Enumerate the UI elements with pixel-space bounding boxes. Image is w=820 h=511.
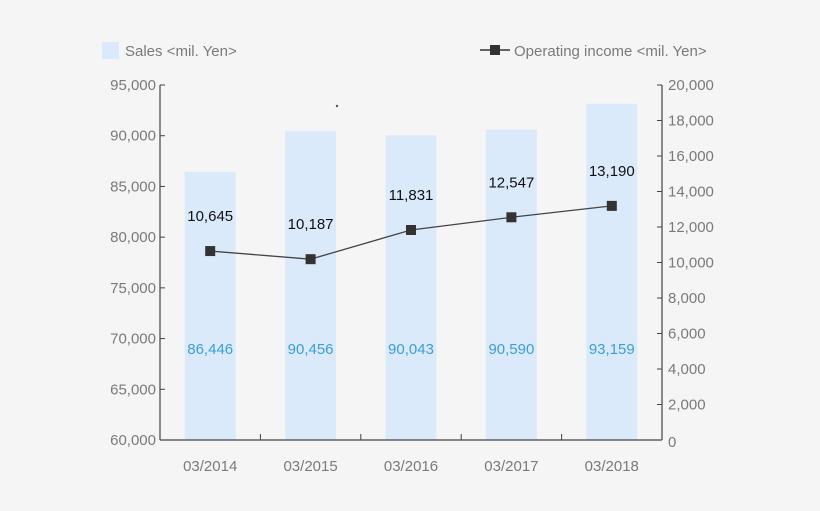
income-marker-icon: [406, 224, 416, 235]
income-marker-icon: [305, 254, 316, 265]
left-axis-tick-label: 75,000: [110, 280, 156, 297]
sales-bar: [184, 171, 236, 440]
right-axis-tick-label: 2,000: [668, 397, 706, 414]
sales-legend-label: Sales <mil. Yen>: [125, 43, 237, 60]
sales-bars: 86,446 90,456 90,043 90,590 93,159: [184, 103, 638, 441]
sales-value-label: 86,446: [187, 341, 233, 358]
stray-dot: [335, 104, 339, 108]
income-marker-icon: [205, 246, 216, 257]
right-axis-tick-label: 20,000: [668, 77, 714, 94]
income-marker-icon: [606, 200, 617, 211]
x-axis-category-label: 03/2014: [183, 458, 237, 475]
right-axis-tick-label: 4,000: [668, 361, 706, 378]
x-axis-category-label: 03/2015: [283, 458, 337, 475]
sales-bar: [586, 103, 638, 440]
left-axis-tick-label: 60,000: [110, 432, 156, 449]
income-value-label: 10,187: [288, 216, 334, 233]
left-axis-tick-label: 70,000: [110, 331, 156, 348]
left-axis-tick-label: 80,000: [110, 229, 156, 246]
income-line: 10,645 10,187 11,831 12,547 13,190: [187, 163, 635, 265]
left-axis-tick-label: 65,000: [110, 381, 156, 398]
income-value-label: 12,547: [488, 174, 534, 191]
sales-value-label: 93,159: [589, 341, 635, 358]
sales-value-label: 90,590: [488, 341, 534, 358]
right-axis-tick-label: 18,000: [668, 113, 714, 130]
right-axis-tick-label: 14,000: [668, 184, 714, 201]
x-axis-category-label: 03/2017: [484, 458, 538, 475]
sales-value-label: 90,043: [388, 341, 434, 358]
income-legend-marker-icon: [490, 45, 500, 55]
left-axis-tick-label: 90,000: [110, 128, 156, 145]
x-axis-category-label: 03/2018: [585, 458, 639, 475]
income-value-label: 13,190: [589, 163, 635, 180]
legend: Sales <mil. Yen> Operating income <mil. …: [102, 42, 707, 60]
right-axis-tick-label: 0: [668, 434, 676, 451]
sales-bar: [385, 135, 437, 440]
income-marker-icon: [506, 212, 517, 223]
income-value-label: 11,831: [389, 187, 434, 204]
income-value-label: 10,645: [187, 208, 233, 225]
sales-bar: [485, 129, 537, 441]
right-axis-tick-label: 16,000: [668, 148, 714, 165]
sales-bar: [285, 131, 337, 440]
sales-legend-swatch: [102, 42, 119, 59]
income-legend-label: Operating income <mil. Yen>: [514, 43, 707, 60]
left-axis-tick-label: 95,000: [110, 77, 156, 94]
x-axis-category-label: 03/2016: [384, 458, 438, 475]
left-axis-tick-label: 85,000: [110, 178, 156, 195]
axes: 95,000 90,000 85,000 80,000 75,000 70,000 65,0…: [110, 77, 714, 475]
sales-value-label: 90,456: [288, 341, 334, 358]
right-axis-tick-label: 12,000: [668, 219, 714, 236]
right-axis-tick-label: 10,000: [668, 255, 714, 272]
right-axis-tick-label: 6,000: [668, 326, 706, 343]
right-axis-tick-label: 8,000: [668, 290, 706, 307]
